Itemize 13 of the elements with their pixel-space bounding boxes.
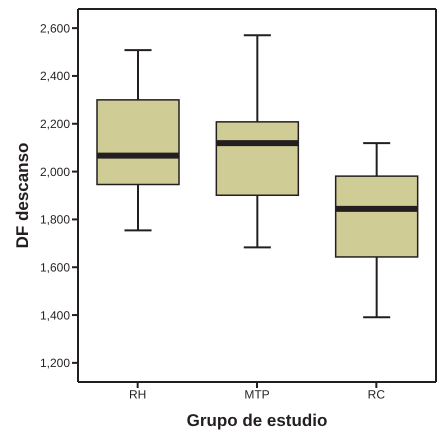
y-tick-label: 1,600 [40, 260, 70, 274]
y-tick-label: 1,200 [40, 356, 70, 370]
x-tick-label: RH [128, 388, 146, 402]
y-tick-label: 2,600 [40, 21, 70, 36]
y-axis-title: DF descanso [13, 142, 32, 248]
y-tick-label: 1,400 [40, 308, 70, 322]
y-tick-label: 2,000 [40, 164, 70, 179]
x-axis-title: Grupo de estudio [186, 411, 328, 430]
x-tick-label: RC [368, 388, 386, 402]
x-tick-label: MTP [244, 388, 270, 402]
y-tick-label: 1,800 [40, 212, 70, 227]
y-tick-label: 2,400 [40, 69, 70, 84]
y-tick-label: 2,200 [40, 117, 70, 132]
